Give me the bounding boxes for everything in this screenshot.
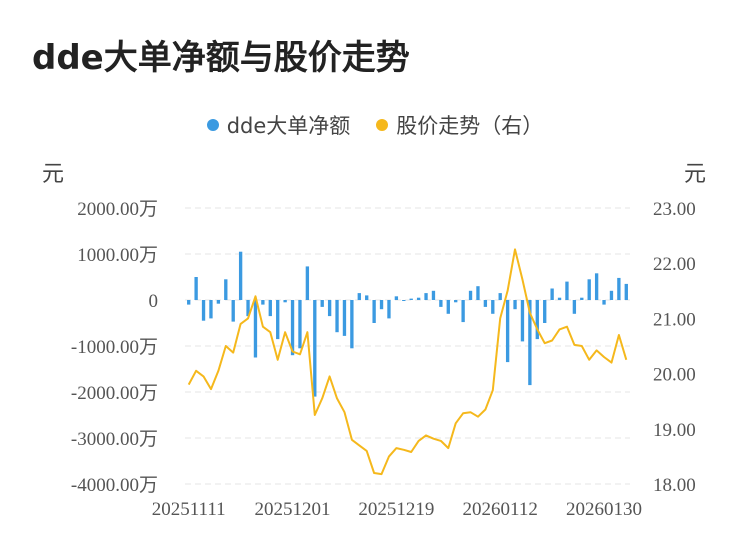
bar [505, 300, 510, 363]
left-tick-label: -3000.00万 [71, 429, 158, 450]
bar [520, 300, 525, 342]
bar [468, 290, 473, 300]
bar [498, 293, 502, 300]
legend-bar-dot-icon [206, 119, 219, 131]
bar [446, 300, 450, 314]
bar [491, 300, 495, 314]
right-axis-unit: 元 [684, 162, 707, 187]
bar [357, 293, 361, 300]
left-axis-unit: 元 [42, 162, 65, 187]
left-tick-label: 0 [149, 291, 159, 312]
bar [305, 266, 310, 300]
x-tick-label: 20251111 [152, 499, 226, 520]
bar [187, 300, 191, 305]
bar [394, 296, 399, 300]
left-tick-label: 2000.00万 [77, 199, 158, 220]
bar [342, 300, 347, 336]
x-tick-label: 20260112 [463, 499, 538, 520]
bar [543, 300, 547, 323]
bar [387, 300, 391, 319]
bar [201, 300, 206, 321]
bar [335, 300, 339, 333]
bar [587, 279, 591, 300]
x-tick-label: 20260130 [566, 499, 642, 520]
bar [439, 300, 443, 307]
bar [476, 286, 480, 300]
right-tick-label: 19.00 [653, 420, 696, 441]
bar [365, 295, 369, 300]
bar [283, 300, 287, 303]
x-tick-label: 20251201 [255, 499, 331, 520]
bar [572, 300, 577, 314]
bar [209, 300, 213, 319]
bar [298, 300, 302, 349]
bar [313, 300, 317, 397]
bar [535, 300, 539, 340]
bar [372, 300, 376, 323]
bar [609, 290, 614, 300]
bar [320, 300, 324, 307]
left-tick-label: -1000.00万 [71, 337, 158, 358]
bar [557, 297, 562, 300]
legend-line-label: 股价走势（右） [396, 114, 544, 138]
bar [617, 277, 621, 300]
left-tick-label: 1000.00万 [77, 245, 158, 266]
bar [246, 300, 250, 317]
legend-bar-label: dde大单净额 [226, 114, 351, 138]
right-tick-label: 23.00 [653, 199, 696, 220]
bar [216, 300, 221, 304]
bar [594, 273, 599, 300]
bar [424, 293, 428, 300]
bar [261, 300, 265, 305]
bar [350, 300, 354, 349]
bar [327, 300, 332, 317]
bar [550, 288, 554, 300]
bar [290, 300, 295, 356]
bar [454, 300, 458, 303]
bar [431, 290, 436, 300]
bar [231, 300, 235, 322]
chart-title: dde大单净额与股价走势 [32, 38, 410, 78]
bar [409, 298, 413, 300]
bar [580, 297, 584, 300]
legend: dde大单净额 股价走势（右） [0, 110, 750, 140]
legend-line-dot-icon [376, 119, 389, 131]
right-tick-label: 20.00 [653, 365, 696, 386]
x-tick-label: 20251219 [358, 499, 434, 520]
right-tick-label: 18.00 [653, 475, 696, 496]
bar [513, 300, 517, 310]
bar [194, 277, 198, 300]
price-line [187, 248, 628, 476]
bar [483, 300, 488, 307]
legend-item-line[interactable]: 股价走势（右） [376, 110, 543, 140]
legend-item-bar[interactable]: dde大单净额 [206, 110, 351, 140]
bar [602, 300, 606, 305]
bar [276, 300, 280, 340]
bar [416, 297, 421, 300]
bar [379, 300, 384, 310]
bar [461, 300, 465, 323]
right-tick-label: 22.00 [653, 254, 696, 275]
bar [238, 251, 243, 300]
bar [624, 283, 628, 300]
bar [268, 300, 272, 317]
bar [224, 279, 228, 300]
bar [402, 300, 406, 301]
bar [253, 300, 258, 358]
right-tick-label: 21.00 [653, 309, 696, 330]
bar [565, 281, 569, 300]
left-tick-label: -2000.00万 [71, 383, 158, 404]
bar [528, 300, 532, 386]
left-tick-label: -4000.00万 [71, 475, 158, 496]
